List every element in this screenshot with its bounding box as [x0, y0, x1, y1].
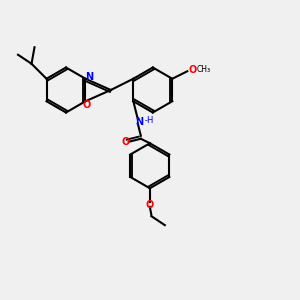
Text: -H: -H — [144, 116, 154, 125]
Text: O: O — [189, 65, 197, 75]
Text: O: O — [83, 100, 91, 110]
Text: CH₃: CH₃ — [197, 65, 211, 74]
Text: N: N — [135, 117, 143, 127]
Text: N: N — [85, 72, 93, 82]
Text: O: O — [146, 200, 154, 210]
Text: O: O — [121, 137, 129, 147]
